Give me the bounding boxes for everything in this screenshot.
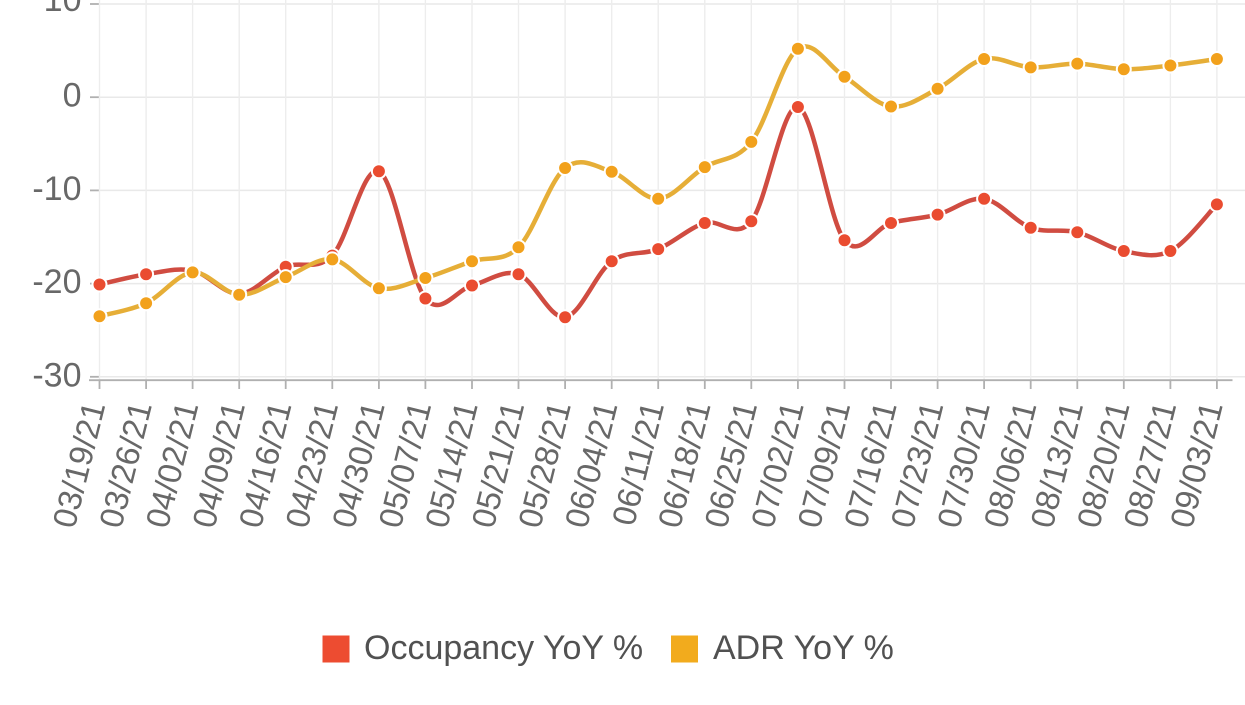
- svg-text:ADR YoY %: ADR YoY %: [713, 629, 894, 667]
- svg-text:Occupancy YoY %: Occupancy YoY %: [364, 629, 643, 667]
- svg-text:10: 10: [44, 0, 82, 19]
- svg-text:0: 0: [63, 77, 82, 115]
- svg-text:-10: -10: [32, 170, 81, 208]
- svg-text:-30: -30: [32, 356, 81, 394]
- svg-text:-20: -20: [32, 263, 81, 301]
